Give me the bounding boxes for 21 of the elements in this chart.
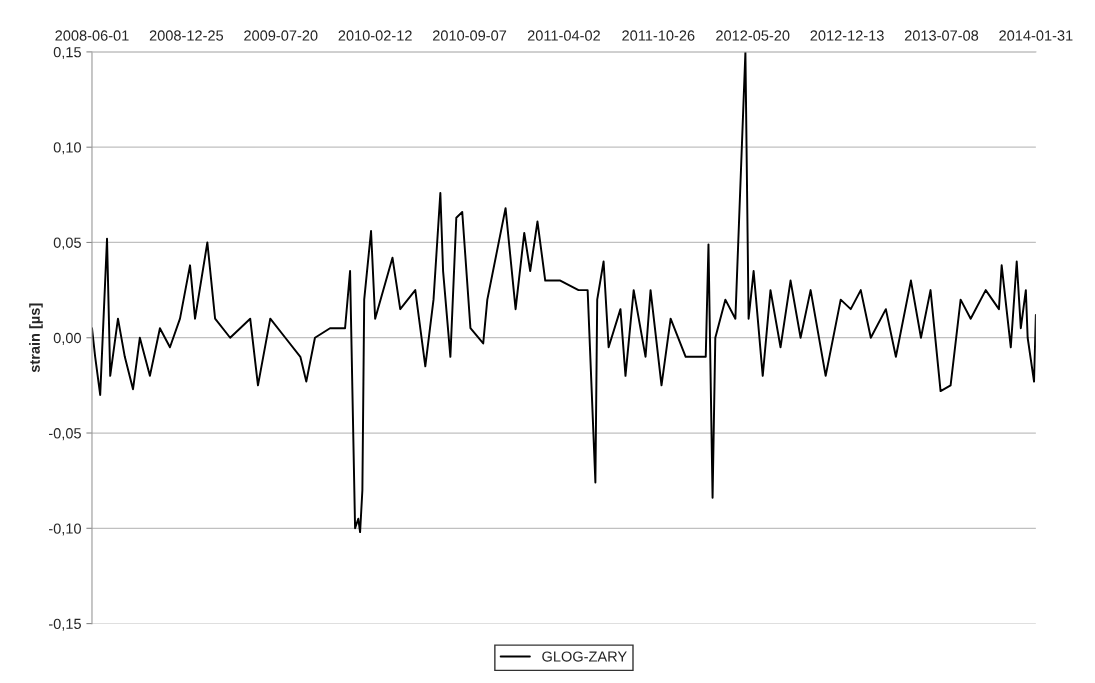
y-axis-title: strain [µs] [29,303,43,373]
x-tick-label: 2012-05-20 [716,30,790,41]
y-tick-label: 0,15 [53,47,81,60]
x-tick-label: 2008-06-01 [55,30,129,41]
x-tick-label: 2008-12-25 [149,30,224,41]
y-tick-label: 0,00 [53,332,81,345]
x-tick-label: 2013-07-08 [904,30,979,41]
y-tick-label: -0,10 [48,523,81,536]
line-series [91,51,1036,534]
x-tick-label: 2012-12-13 [810,30,884,41]
x-tick-label: 2009-07-20 [244,30,318,41]
legend-label: GLOG-ZARY [542,651,627,662]
x-tick-label: 2014-01-31 [999,30,1073,41]
y-tick-label: -0,15 [48,618,81,631]
x-tick-label: 2010-02-12 [338,30,412,41]
x-tick-label: 2011-10-26 [622,30,695,41]
x-tick-label: 2011-04-02 [527,30,600,41]
y-tick-label: 0,10 [53,142,81,155]
x-tick-label: 2010-09-07 [432,30,507,41]
y-tick-label: -0,05 [48,428,81,441]
y-tick-label: 0,05 [53,237,81,250]
